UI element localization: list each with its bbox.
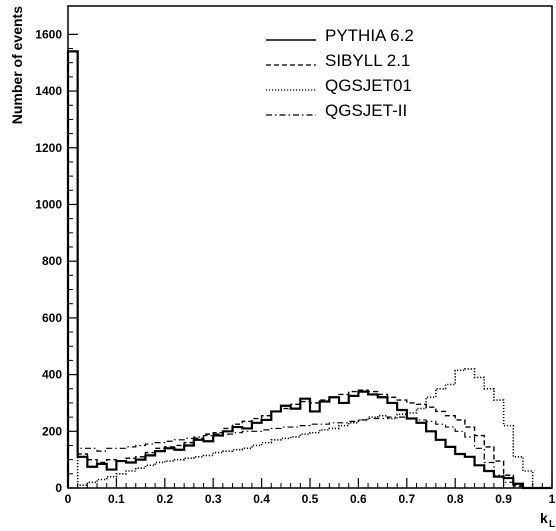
y-tick-label: 600 — [42, 311, 62, 325]
legend: PYTHIA 6.2 SIBYLL 2.1 QGSJET01 QGSJET-II — [266, 26, 414, 120]
y-tick-label: 1400 — [35, 84, 62, 98]
y-tick-label: 1200 — [35, 141, 62, 155]
y-tick-label: 800 — [42, 254, 62, 268]
legend-label: SIBYLL 2.1 — [325, 51, 410, 70]
series-solid-line — [66, 50, 552, 490]
series-layer — [66, 50, 552, 490]
legend-label: QGSJET01 — [325, 76, 412, 95]
x-tick-label: 1 — [549, 492, 556, 506]
x-tick-label: 0.4 — [253, 492, 270, 506]
legend-label: PYTHIA 6.2 — [325, 26, 414, 45]
series-dotted-line — [67, 50, 552, 489]
x-tick-label: 0.2 — [156, 492, 173, 506]
y-axis-title: Number of events — [9, 6, 25, 124]
x-tick-label: 0.5 — [302, 492, 319, 506]
x-tick-label: 0.3 — [205, 492, 222, 506]
series-dashdot-line — [67, 50, 552, 489]
series-dashed-line — [67, 50, 552, 489]
x-tick-label: 0.6 — [350, 492, 367, 506]
y-tick-label: 400 — [42, 368, 62, 382]
x-tick-label: 0.8 — [447, 492, 464, 506]
y-tick-label: 200 — [42, 424, 62, 438]
x-tick-label: 0.1 — [108, 492, 125, 506]
y-tick-label: 0 — [55, 481, 62, 495]
y-tick-label: 1000 — [35, 197, 62, 211]
x-tick-label: 0.7 — [398, 492, 415, 506]
x-axis-title: k — [540, 510, 548, 526]
y-axis-ticks: 0 200 400 600 800 1000 1200 1400 1600 — [35, 27, 78, 495]
plot-frame — [67, 5, 553, 489]
x-tick-label: 0 — [65, 492, 72, 506]
x-axis-ticks: 0 0.1 0.2 0.3 0.4 0.5 0.6 0.7 0.8 0.9 1 — [65, 478, 556, 506]
x-tick-label: 0.9 — [495, 492, 512, 506]
x-axis-title-subscript: L — [549, 519, 555, 530]
legend-label: QGSJET-II — [325, 101, 407, 120]
y-tick-label: 1600 — [35, 27, 62, 41]
